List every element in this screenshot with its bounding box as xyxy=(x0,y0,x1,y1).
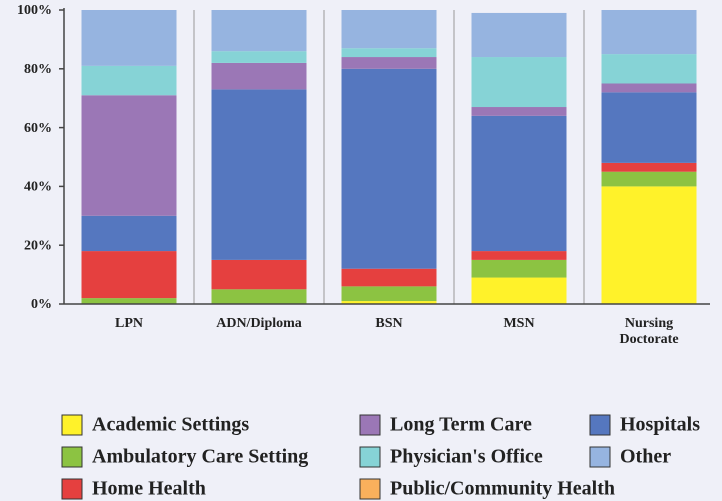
legend-label: Physician's Office xyxy=(390,446,543,468)
legend-label: Long Term Care xyxy=(390,414,532,436)
legend-label: Hospitals xyxy=(620,414,700,436)
bar-segment xyxy=(341,57,437,69)
bar-segment xyxy=(81,95,177,216)
bar-segment xyxy=(601,186,697,304)
bar-segment xyxy=(211,89,307,260)
bar-segment xyxy=(341,10,437,49)
y-tick-label: 60% xyxy=(24,121,52,136)
legend-label: Ambulatory Care Setting xyxy=(92,446,308,468)
legend-swatch xyxy=(359,446,381,468)
bar-segment xyxy=(471,12,567,58)
legend-swatch xyxy=(359,414,381,436)
bar-segment xyxy=(341,268,437,287)
bar-segment xyxy=(211,62,307,90)
x-tick-label: LPN xyxy=(115,316,143,331)
bar-segment xyxy=(211,289,307,304)
bar-segment xyxy=(211,10,307,52)
legend-swatch xyxy=(61,414,83,436)
bar-segment xyxy=(341,286,437,302)
bar-segment xyxy=(471,107,567,116)
bar-segment xyxy=(601,10,697,55)
bar-segment xyxy=(341,48,437,58)
bar-segment xyxy=(81,10,177,66)
bar-segment xyxy=(471,259,567,278)
bar-segment xyxy=(601,92,697,163)
y-tick-label: 20% xyxy=(24,238,52,253)
x-tick-label: ADN/Diploma xyxy=(216,316,302,331)
bar-segment xyxy=(81,65,177,96)
bar-segment xyxy=(81,215,177,252)
bar-segment xyxy=(341,301,437,304)
bar-segment xyxy=(81,298,177,304)
bar-segment xyxy=(471,251,567,260)
legend-label: Public/Community Health xyxy=(390,478,615,500)
bar-segment xyxy=(211,259,307,290)
bar-segment xyxy=(601,83,697,93)
bar-segment xyxy=(471,115,567,252)
y-tick-label: 100% xyxy=(17,3,52,18)
bar-segment xyxy=(601,171,697,187)
bar-segment xyxy=(471,277,567,304)
legend-swatch xyxy=(61,446,83,468)
y-tick-label: 0% xyxy=(31,297,52,312)
bar-segment xyxy=(601,162,697,172)
legend-label: Home Health xyxy=(92,478,206,500)
bar-segment xyxy=(81,251,177,299)
bar-segment xyxy=(341,68,437,269)
legend-label: Other xyxy=(620,446,671,468)
bar-segment xyxy=(601,54,697,84)
legend-swatch xyxy=(589,446,611,468)
x-tick-label: MSN xyxy=(503,316,535,331)
x-tick-label: Nursing Doctorate xyxy=(619,316,679,347)
legend-swatch xyxy=(359,478,381,500)
legend-swatch xyxy=(61,478,83,500)
legend-swatch xyxy=(589,414,611,436)
y-tick-label: 80% xyxy=(24,62,52,77)
x-tick-label: BSN xyxy=(375,316,403,331)
legend-label: Academic Settings xyxy=(92,414,249,436)
bar-segment xyxy=(471,57,567,108)
bar-segment xyxy=(211,51,307,63)
y-tick-label: 40% xyxy=(24,180,52,195)
